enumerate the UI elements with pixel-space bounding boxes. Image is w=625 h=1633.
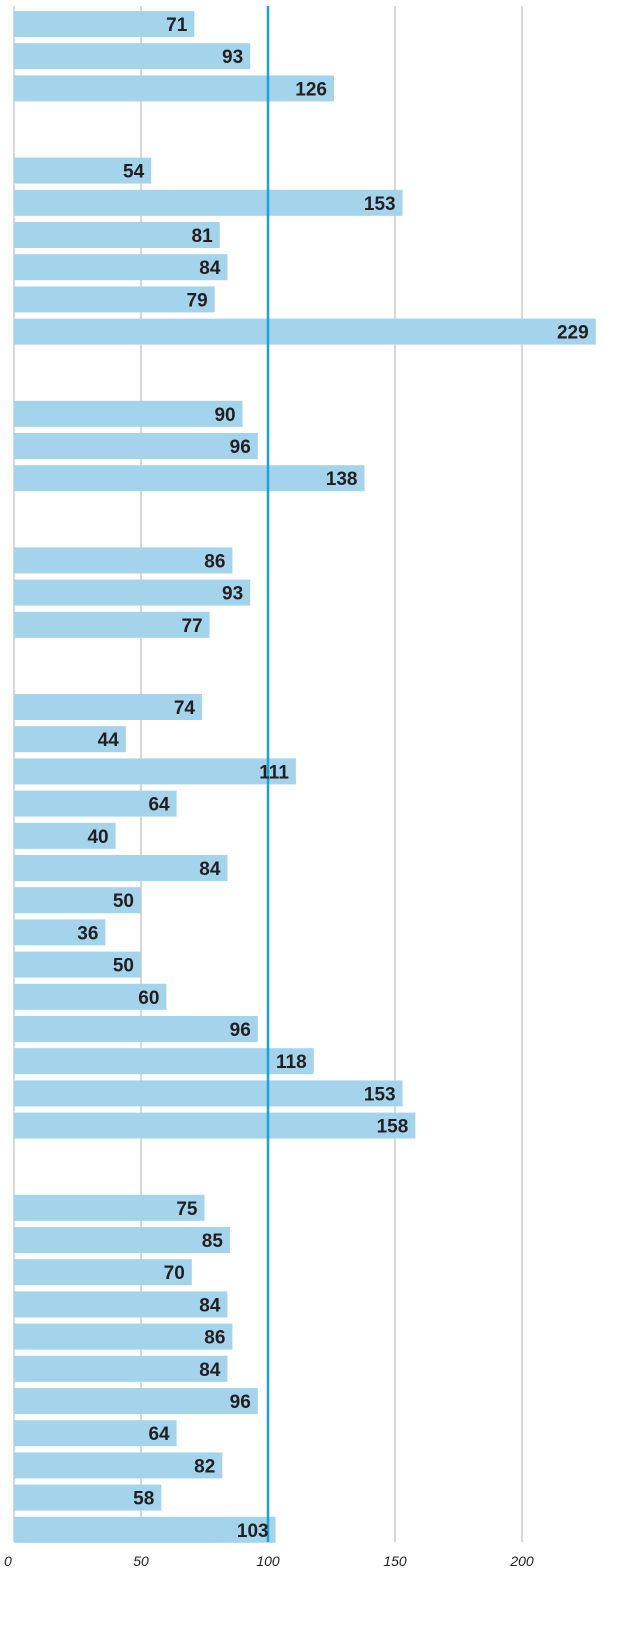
bar-value-label: 36 — [77, 923, 98, 944]
bar-value-label: 84 — [199, 859, 221, 880]
bar-value-label: 153 — [364, 194, 396, 215]
bar — [14, 822, 116, 849]
bar-value-label: 54 — [123, 162, 145, 183]
bar-value-label: 84 — [199, 1360, 221, 1381]
bar-value-label: 93 — [222, 47, 243, 68]
bar — [14, 1484, 162, 1511]
bar-value-label: 82 — [194, 1456, 215, 1477]
bar — [14, 75, 334, 102]
bar-value-label: 60 — [138, 988, 159, 1009]
x-axis-ticks: 0 50 100 150 200 — [4, 1553, 534, 1569]
bar — [14, 1016, 258, 1042]
bar — [14, 1323, 233, 1350]
bar — [14, 189, 403, 216]
bar — [14, 547, 233, 574]
bar-value-label: 50 — [113, 956, 134, 977]
bar-value-label: 138 — [326, 469, 358, 490]
bar — [14, 887, 141, 914]
bar — [14, 919, 106, 946]
bar-value-label: 77 — [181, 616, 202, 637]
bar-value-label: 40 — [87, 827, 108, 848]
bar — [14, 1291, 228, 1318]
bar — [14, 1194, 205, 1221]
bar-value-label: 96 — [230, 437, 251, 458]
bar-value-label: 118 — [276, 1052, 307, 1073]
bar — [14, 951, 141, 978]
bar-value-label: 75 — [176, 1199, 198, 1220]
bar-value-label: 64 — [148, 1424, 170, 1445]
bar — [14, 1388, 258, 1414]
bar — [14, 611, 210, 638]
bar-value-label: 111 — [259, 762, 289, 783]
bar-value-label: 90 — [214, 405, 235, 426]
bar — [14, 11, 195, 37]
bar — [14, 694, 202, 720]
bar — [14, 222, 220, 248]
bar-value-label: 74 — [174, 698, 196, 719]
bar-value-label: 96 — [230, 1020, 251, 1041]
bar-value-label: 103 — [237, 1521, 269, 1542]
bar-value-label: 229 — [557, 323, 589, 344]
bar-value-label: 96 — [230, 1392, 251, 1413]
bar — [14, 855, 228, 881]
bar — [14, 790, 177, 817]
bar — [14, 465, 365, 492]
bars — [14, 11, 596, 1543]
bar-value-label: 71 — [166, 15, 188, 36]
bar-value-label: 58 — [133, 1489, 154, 1510]
bar — [14, 43, 251, 70]
x-tick-label: 150 — [383, 1553, 407, 1569]
bar — [14, 1452, 223, 1479]
bar — [14, 433, 258, 459]
bar-value-label: 93 — [222, 584, 243, 605]
bar — [14, 400, 243, 427]
bar-value-label: 84 — [199, 1295, 221, 1316]
bar-value-label: 44 — [98, 730, 120, 751]
x-tick-label: 200 — [509, 1553, 534, 1569]
bar — [14, 318, 596, 345]
bar-value-label: 64 — [148, 795, 170, 816]
bar — [14, 1516, 276, 1543]
bar — [14, 579, 251, 606]
bar — [14, 983, 167, 1010]
bar — [14, 1048, 314, 1075]
bar — [14, 254, 228, 281]
bar-value-label: 81 — [192, 226, 214, 247]
x-tick-label: 100 — [256, 1553, 280, 1569]
bar-value-label: 50 — [113, 891, 134, 912]
bar-value-label: 153 — [364, 1084, 396, 1105]
bar-value-label: 126 — [295, 79, 327, 100]
bar — [14, 1112, 416, 1139]
bar-value-label: 86 — [204, 551, 225, 572]
bar — [14, 1227, 230, 1253]
bar-value-label: 85 — [202, 1231, 224, 1252]
bar — [14, 1080, 403, 1107]
value-labels: 71 93 126 54 153 81 84 79 229 90 96 138 86 93 77 74 44 11… — [77, 15, 588, 1542]
bar-value-label: 84 — [199, 258, 221, 279]
bar — [14, 1420, 177, 1447]
bar — [14, 286, 215, 313]
bar — [14, 758, 296, 785]
bar-value-label: 86 — [204, 1328, 225, 1349]
bar — [14, 157, 152, 184]
x-tick-label: 0 — [4, 1553, 12, 1569]
x-tick-label: 50 — [133, 1553, 149, 1569]
bar-value-label: 70 — [164, 1263, 185, 1284]
bar — [14, 1259, 192, 1286]
bar-value-label: 158 — [377, 1117, 409, 1138]
bar-value-label: 79 — [187, 290, 208, 311]
bar — [14, 1355, 228, 1382]
bar — [14, 726, 126, 753]
